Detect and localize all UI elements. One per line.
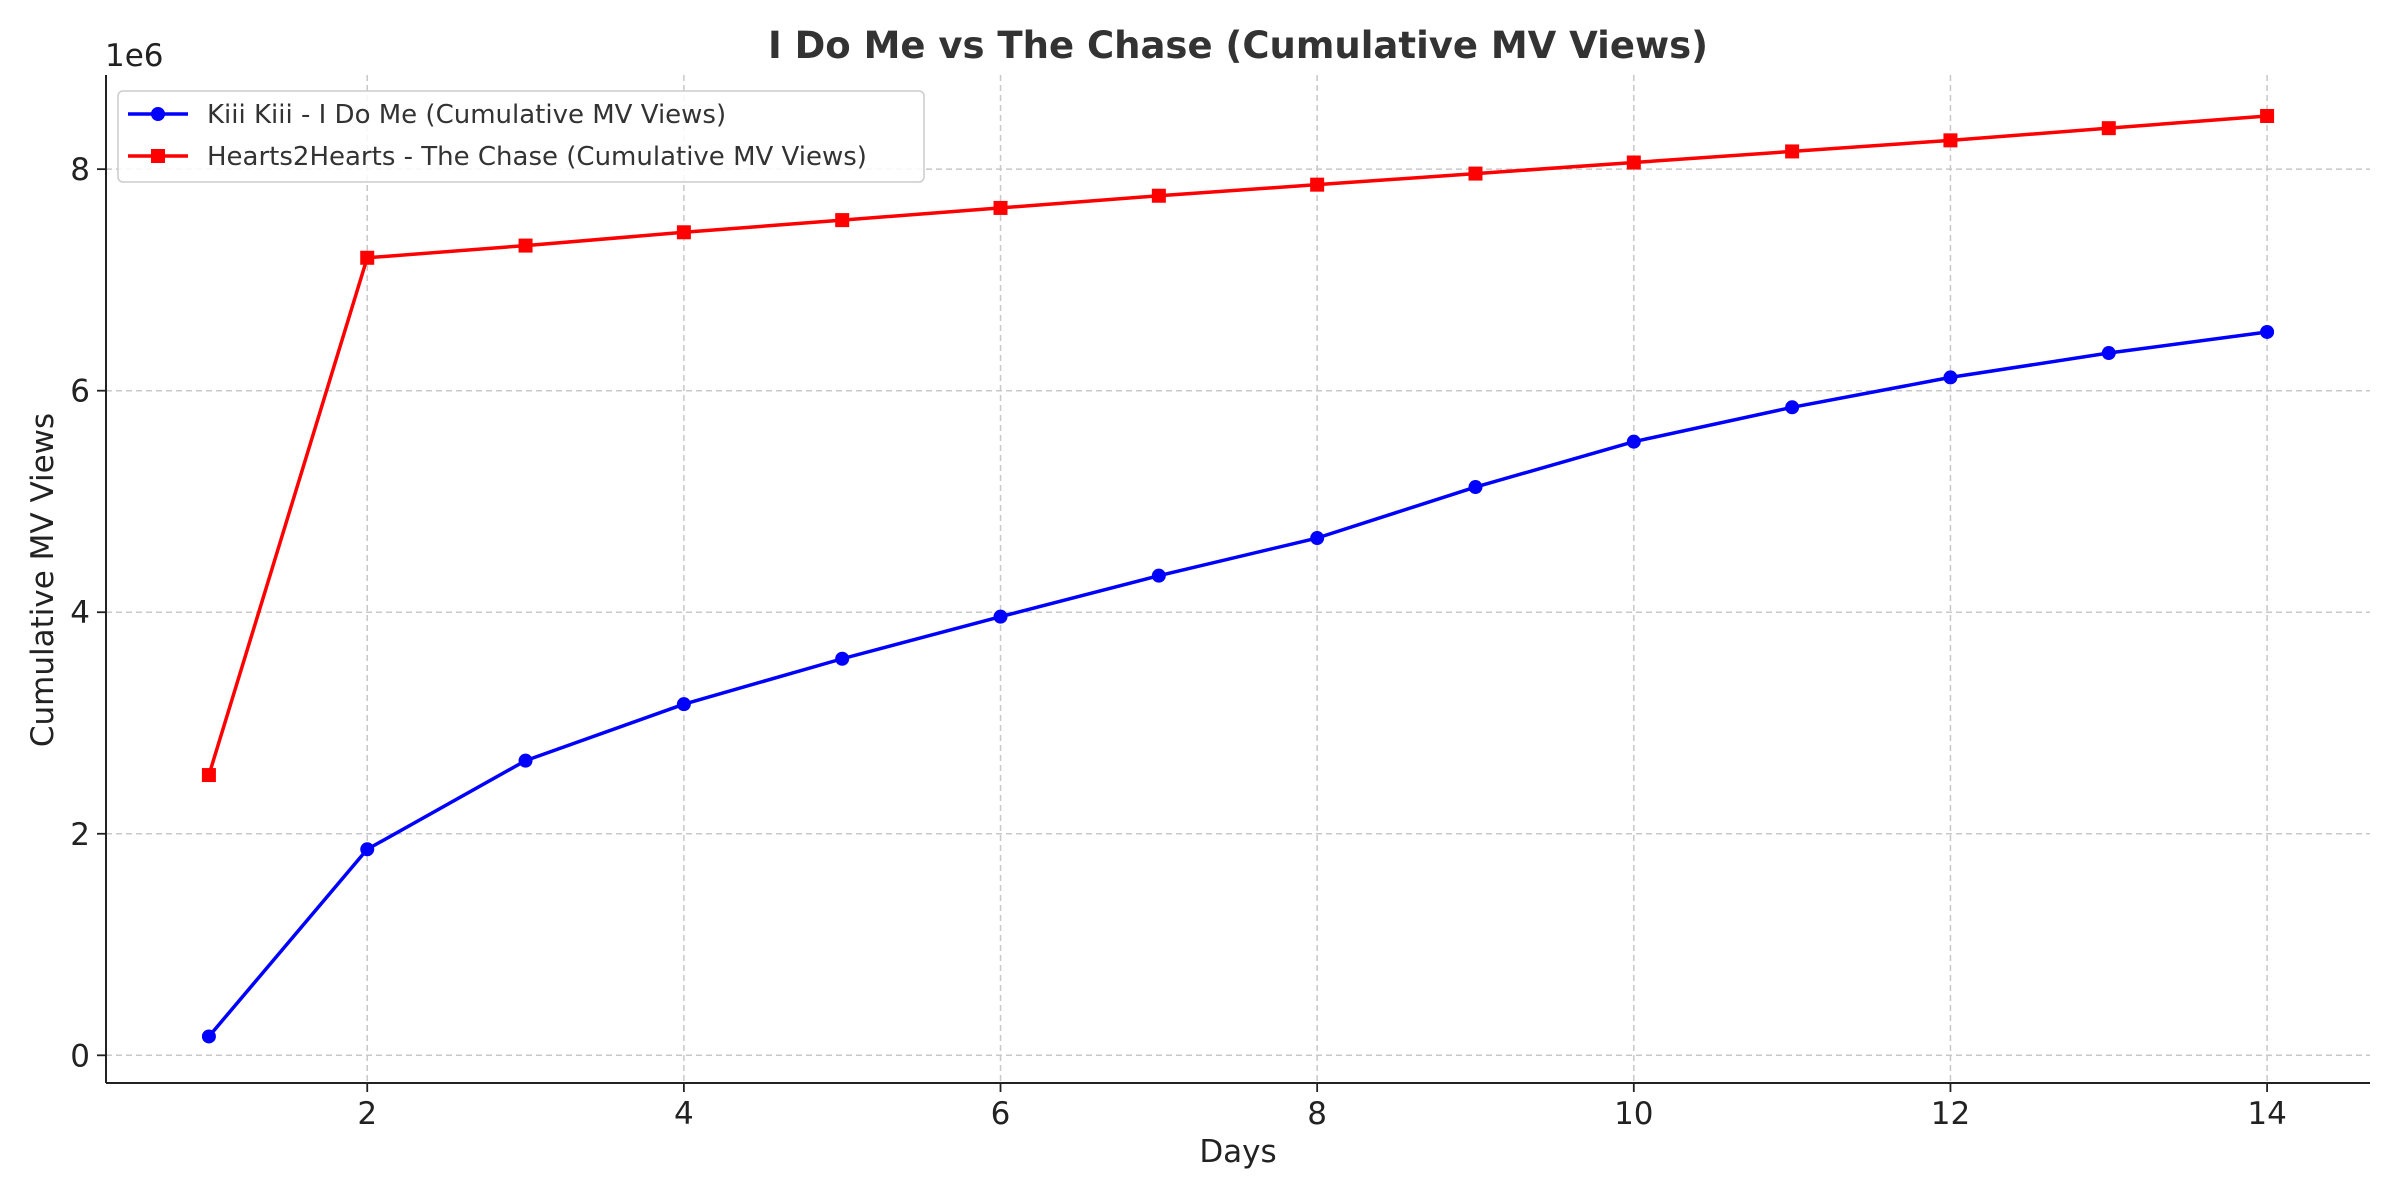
legend-label-hearts2hearts: Hearts2Hearts - The Chase (Cumulative MV… [207,142,867,172]
data-point [1468,480,1483,495]
legend-entry-kiii: Kiii Kiii - I Do Me (Cumulative MV Views… [128,100,726,130]
data-point [201,768,216,783]
series-line [207,114,2268,776]
series-1 [201,108,2275,783]
x-tick-label: 14 [2247,1096,2286,1132]
y-ticks: 0 2 4 6 8 [70,152,106,1074]
x-axis-label: Days [1199,1134,1276,1170]
x-tick-label: 2 [357,1096,377,1132]
data-point [518,238,533,253]
data-point [676,697,691,712]
data-point [2101,121,2116,136]
data-point [1310,177,1325,192]
y-tick-label: 2 [70,817,90,853]
axes [105,75,2370,1084]
legend-box [117,90,925,183]
x-ticks: 2 4 6 8 10 12 14 [357,1083,2287,1132]
x-tick-label: 6 [991,1096,1011,1132]
data-point [1468,166,1483,181]
data-point [1626,155,1641,170]
data-point [360,842,375,857]
data-point [1151,188,1166,203]
data-point [201,1029,216,1044]
data-point [2260,108,2275,123]
data-point [993,609,1008,624]
legend-label-kiii: Kiii Kiii - I Do Me (Cumulative MV Views… [207,100,726,130]
y-tick-label: 4 [70,595,90,631]
series-layer [201,108,2275,1044]
y-scale-label: 1e6 [105,38,164,74]
y-tick-label: 0 [70,1038,90,1074]
data-point [1310,531,1325,546]
chart-title: I Do Me vs The Chase (Cumulative MV View… [768,24,1708,67]
legend-marker-kiii [151,107,165,121]
data-point [835,213,850,228]
data-point [518,753,533,768]
series-line [207,330,2268,1038]
x-tick-label: 10 [1614,1096,1653,1132]
x-tick-label: 12 [1931,1096,1970,1132]
data-point [1943,370,1958,385]
y-tick-label: 8 [70,152,90,188]
data-point [1943,133,1958,148]
y-axis-label: Cumulative MV Views [25,413,61,747]
data-point [1785,144,1800,159]
data-point [993,200,1008,215]
x-tick-label: 4 [674,1096,694,1132]
legend: Kiii Kiii - I Do Me (Cumulative MV Views… [117,90,925,183]
data-point [1626,434,1641,449]
x-tick-label: 8 [1307,1096,1327,1132]
data-point [835,651,850,666]
data-point [676,225,691,240]
data-point [2260,324,2275,339]
grid [106,75,2370,1083]
y-tick-label: 6 [70,374,90,410]
data-point [2101,346,2116,361]
data-point [360,250,375,265]
legend-marker-hearts2hearts [151,149,165,163]
series-0 [201,324,2275,1044]
data-point [1785,400,1800,415]
legend-entry-hearts2hearts: Hearts2Hearts - The Chase (Cumulative MV… [128,142,867,172]
data-point [1151,568,1166,583]
